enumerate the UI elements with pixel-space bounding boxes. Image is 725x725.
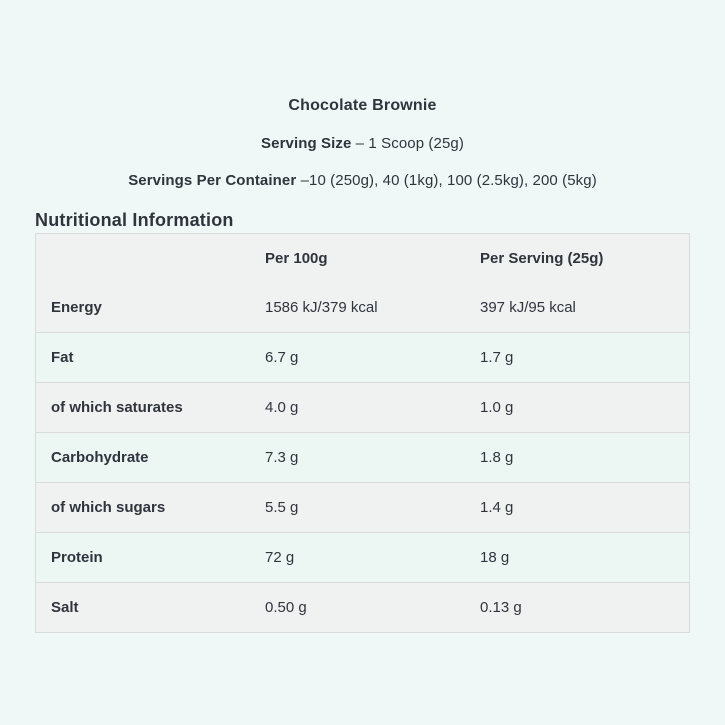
- servings-per-container-value: –10 (250g), 40 (1kg), 100 (2.5kg), 200 (…: [300, 172, 597, 189]
- header-cell-per-100g: Per 100g: [265, 250, 328, 267]
- row-label: Salt: [51, 599, 79, 616]
- serving-size-value: – 1 Scoop (25g): [355, 135, 464, 152]
- row-per-serving: 18 g: [480, 549, 510, 566]
- row-label: Fat: [51, 349, 74, 366]
- row-per-serving: 0.13 g: [480, 599, 522, 616]
- nutritional-information-heading: Nutritional Information: [35, 210, 234, 230]
- row-per-serving: 1.7 g: [480, 349, 514, 366]
- row-per-serving: 1.8 g: [480, 449, 514, 466]
- table-row: of which sugars 5.5 g 1.4 g: [36, 482, 689, 532]
- table-row: Salt 0.50 g 0.13 g: [36, 582, 689, 632]
- table-row: Protein 72 g 18 g: [36, 532, 689, 582]
- table-row: of which saturates 4.0 g 1.0 g: [36, 382, 689, 432]
- row-per-100g: 4.0 g: [265, 399, 299, 416]
- row-per-100g: 6.7 g: [265, 349, 299, 366]
- nutrition-table-header-row: Per 100g Per Serving (25g): [36, 234, 689, 283]
- row-per-serving: 1.0 g: [480, 399, 514, 416]
- serving-size-line: Serving Size – 1 Scoop (25g): [0, 136, 725, 151]
- nutrition-table: Per 100g Per Serving (25g) Energy 1586 kJ…: [35, 233, 690, 633]
- servings-per-container-line: Servings Per Container –10 (250g), 40 (1…: [0, 173, 725, 188]
- row-per-serving: 397 kJ/95 kcal: [480, 299, 576, 316]
- row-per-100g: 72 g: [265, 549, 295, 566]
- header-cell-per-serving: Per Serving (25g): [480, 250, 604, 267]
- row-label: Protein: [51, 549, 103, 566]
- servings-per-container-label: Servings Per Container: [128, 172, 297, 189]
- row-per-100g: 1586 kJ/379 kcal: [265, 299, 378, 316]
- row-per-100g: 7.3 g: [265, 449, 299, 466]
- row-label: Carbohydrate: [51, 449, 149, 466]
- row-label: Energy: [51, 299, 102, 316]
- nutrition-table-body: Energy 1586 kJ/379 kcal 397 kJ/95 kcal Fat 6…: [36, 283, 689, 632]
- row-per-serving: 1.4 g: [480, 499, 514, 516]
- row-label: of which saturates: [51, 399, 183, 416]
- serving-size-label: Serving Size: [261, 135, 352, 152]
- table-row: Carbohydrate 7.3 g 1.8 g: [36, 432, 689, 482]
- table-row: Energy 1586 kJ/379 kcal 397 kJ/95 kcal: [36, 283, 689, 332]
- row-per-100g: 0.50 g: [265, 599, 307, 616]
- row-per-100g: 5.5 g: [265, 499, 299, 516]
- product-header: Chocolate Brownie Serving Size – 1 Scoop…: [0, 0, 725, 189]
- product-title: Chocolate Brownie: [288, 97, 437, 114]
- row-label: of which sugars: [51, 499, 166, 516]
- table-row: Fat 6.7 g 1.7 g: [36, 332, 689, 382]
